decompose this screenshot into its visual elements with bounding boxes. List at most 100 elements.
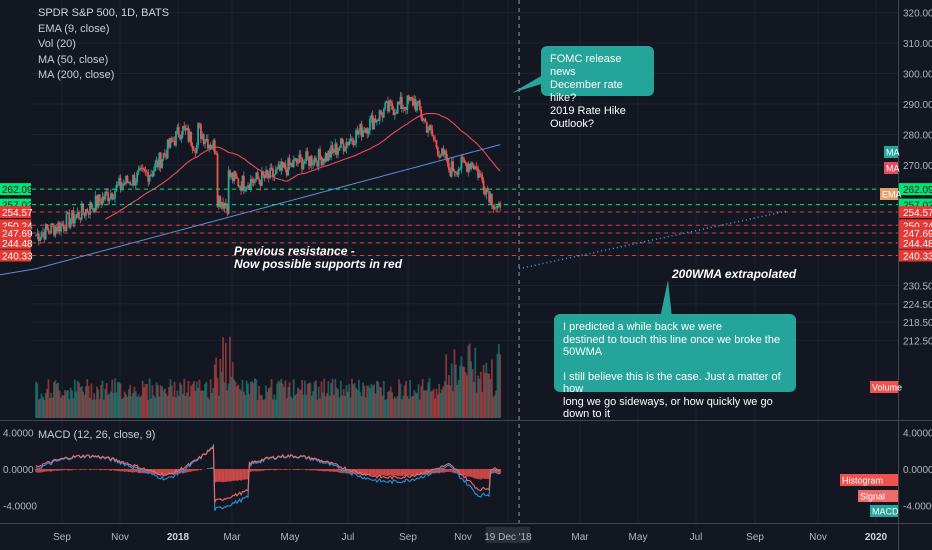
macd-histogram-bar [467, 469, 470, 477]
volume-bar [97, 389, 100, 418]
candle-body [240, 185, 242, 191]
time-tick-label: Mar [223, 532, 241, 543]
volume-bar [403, 385, 406, 418]
volume-bar [195, 381, 198, 418]
volume-bar [420, 386, 423, 418]
indicator-tag [880, 188, 898, 200]
macd-histogram-bar [165, 469, 168, 475]
volume-bar [42, 396, 44, 418]
volume-bar [434, 398, 436, 418]
candle-body [241, 175, 244, 191]
candle-body [245, 187, 248, 191]
candle-body [351, 138, 353, 141]
candle-body [179, 136, 182, 140]
candle-body [157, 160, 159, 168]
volume-bar [371, 385, 374, 418]
volume-bar [265, 385, 267, 418]
volume-bar [180, 384, 183, 418]
macd-histogram-bar [460, 469, 463, 475]
candle-body [290, 162, 292, 166]
fomc-callout[interactable]: FOMC release news December rate hike? 20… [541, 46, 654, 130]
volume-bar [333, 395, 335, 418]
macd-histogram-bar [394, 469, 396, 476]
macd-histogram-bar [418, 469, 421, 475]
volume-bar [61, 395, 64, 418]
candle-body [380, 110, 382, 114]
volume-bar [472, 381, 475, 418]
macd-histogram-bar [384, 469, 387, 476]
macd-histogram-bar [303, 469, 306, 470]
macd-histogram-bar [398, 469, 400, 476]
macd-histogram-bar [346, 469, 349, 474]
candle-body [175, 131, 177, 146]
candle-body [403, 107, 406, 109]
volume-bar [288, 382, 291, 418]
macd-histogram-bar [249, 469, 252, 472]
price-tag-label-right: 247.69 [903, 229, 932, 240]
candle-body [492, 205, 495, 209]
macd-histogram-bar [297, 469, 299, 471]
macd-histogram-bar [97, 469, 100, 470]
volume-bar [50, 392, 53, 418]
price-tag-label-left: 262.09 [2, 185, 33, 196]
volume-bar [306, 383, 309, 418]
time-tick-label: 19 Dec '18 [484, 532, 532, 543]
macd-histogram-bar [197, 469, 200, 471]
volume-bar [284, 380, 287, 418]
candle-body [292, 159, 295, 167]
macd-histogram-bar [312, 469, 315, 471]
candle-body [242, 175, 245, 191]
macd-histogram-bar [244, 469, 247, 480]
macd-histogram-bar [416, 469, 418, 475]
macd-histogram-bar [144, 469, 147, 474]
volume-bar [378, 386, 381, 418]
candle-body [259, 180, 262, 186]
candle-body [435, 140, 438, 148]
candle-body [330, 145, 333, 158]
macd-histogram-bar [256, 469, 259, 472]
volume-bar [352, 384, 355, 418]
macd-histogram-bar [155, 469, 158, 475]
candle-body [472, 165, 475, 170]
volume-bar [230, 376, 233, 418]
candle-body [169, 137, 172, 148]
candle-body [191, 145, 194, 150]
macd-histogram-bar [481, 469, 484, 479]
price-tag-right [899, 206, 932, 219]
candle-body [251, 179, 254, 182]
volume-bar [344, 396, 346, 418]
candle-body [421, 117, 424, 121]
ma50-line [105, 112, 501, 220]
candle-body [55, 227, 58, 232]
prediction-line-5: long we go sideways, or how quickly we g… [563, 395, 773, 421]
macd-tag [870, 505, 898, 517]
macd-histogram-bar [414, 469, 417, 476]
candle-body [72, 210, 75, 224]
date-marker-tag [486, 527, 530, 543]
candle-body [233, 171, 236, 182]
prediction-callout[interactable]: I predicted a while back we were destine… [554, 314, 796, 420]
price-tick-label: 218.50 [903, 318, 932, 329]
volume-bar [144, 384, 147, 418]
volume-bar [60, 397, 62, 418]
macd-histogram-bar [130, 469, 133, 473]
macd-histogram-bar [305, 469, 308, 471]
candle-body [121, 185, 123, 189]
macd-histogram-bar [125, 469, 127, 472]
macd-histogram-bar [245, 469, 248, 480]
volume-bar [328, 395, 331, 418]
volume-bar [471, 369, 474, 418]
candle-body [477, 168, 479, 178]
macd-histogram-bar [238, 469, 241, 480]
candle-body [474, 166, 477, 170]
volume-bar [445, 354, 448, 418]
candle-body [137, 170, 140, 173]
volume-bar [384, 399, 387, 418]
macd-histogram-bar [486, 469, 489, 479]
volume-bar [449, 385, 452, 418]
volume-bar [112, 393, 115, 418]
candle-body [454, 171, 457, 173]
volume-bar [240, 390, 242, 418]
volume-bar [252, 383, 255, 418]
